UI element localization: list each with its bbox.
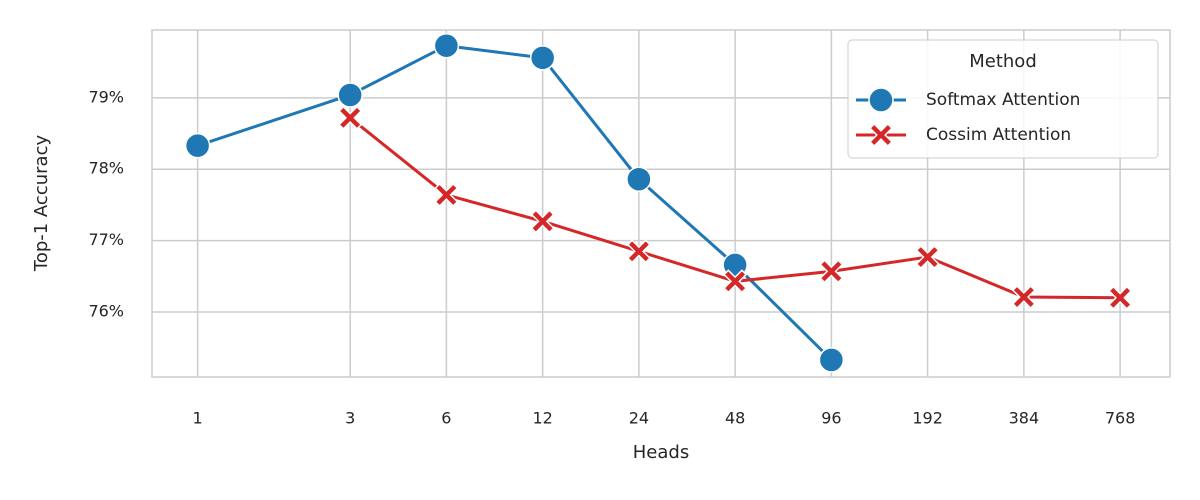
point-marker [337, 82, 363, 108]
x-tick-label: 6 [441, 409, 451, 428]
point-marker [529, 45, 556, 71]
point-marker [338, 105, 363, 130]
x-tick-label: 384 [1009, 409, 1040, 428]
x-tick-label: 3 [345, 409, 355, 428]
point-marker [626, 166, 652, 192]
point-marker [818, 347, 845, 373]
x-axis-label: Heads [633, 442, 689, 463]
y-tick-label: 79% [88, 87, 124, 106]
plot-area [184, 32, 1133, 373]
point-marker [434, 182, 459, 207]
legend-label: Cossim Attention [926, 125, 1071, 145]
x-tick-label: 768 [1105, 409, 1136, 428]
point-marker [1108, 285, 1133, 310]
point-marker [1011, 284, 1036, 310]
y-tick-label: 78% [88, 159, 124, 178]
y-tick-label: 76% [88, 302, 124, 321]
y-axis-label: Top-1 Accuracy [31, 135, 52, 273]
point-marker [530, 209, 555, 234]
x-tick-label: 192 [912, 409, 943, 428]
point-marker [819, 259, 844, 284]
legend-marker [868, 87, 894, 113]
x-tick-label: 24 [629, 409, 649, 428]
y-tick-label: 77% [88, 230, 124, 249]
point-marker [433, 32, 460, 59]
x-tick-label: 96 [821, 409, 841, 428]
point-marker [626, 239, 651, 264]
legend-label: Softmax Attention [926, 90, 1080, 110]
point-marker [184, 132, 211, 159]
legend-marker [868, 122, 894, 148]
x-tick-label: 1 [193, 409, 203, 428]
plot-frame [151, 29, 1171, 378]
point-marker [723, 269, 748, 294]
legend: Method Softmax Attention Cossim Attention [847, 39, 1159, 159]
point-marker [915, 244, 940, 270]
legend-box [847, 39, 1159, 159]
x-tick-label: 48 [725, 409, 745, 428]
legend-title: Method [969, 51, 1037, 72]
x-tick-label: 12 [532, 409, 552, 428]
